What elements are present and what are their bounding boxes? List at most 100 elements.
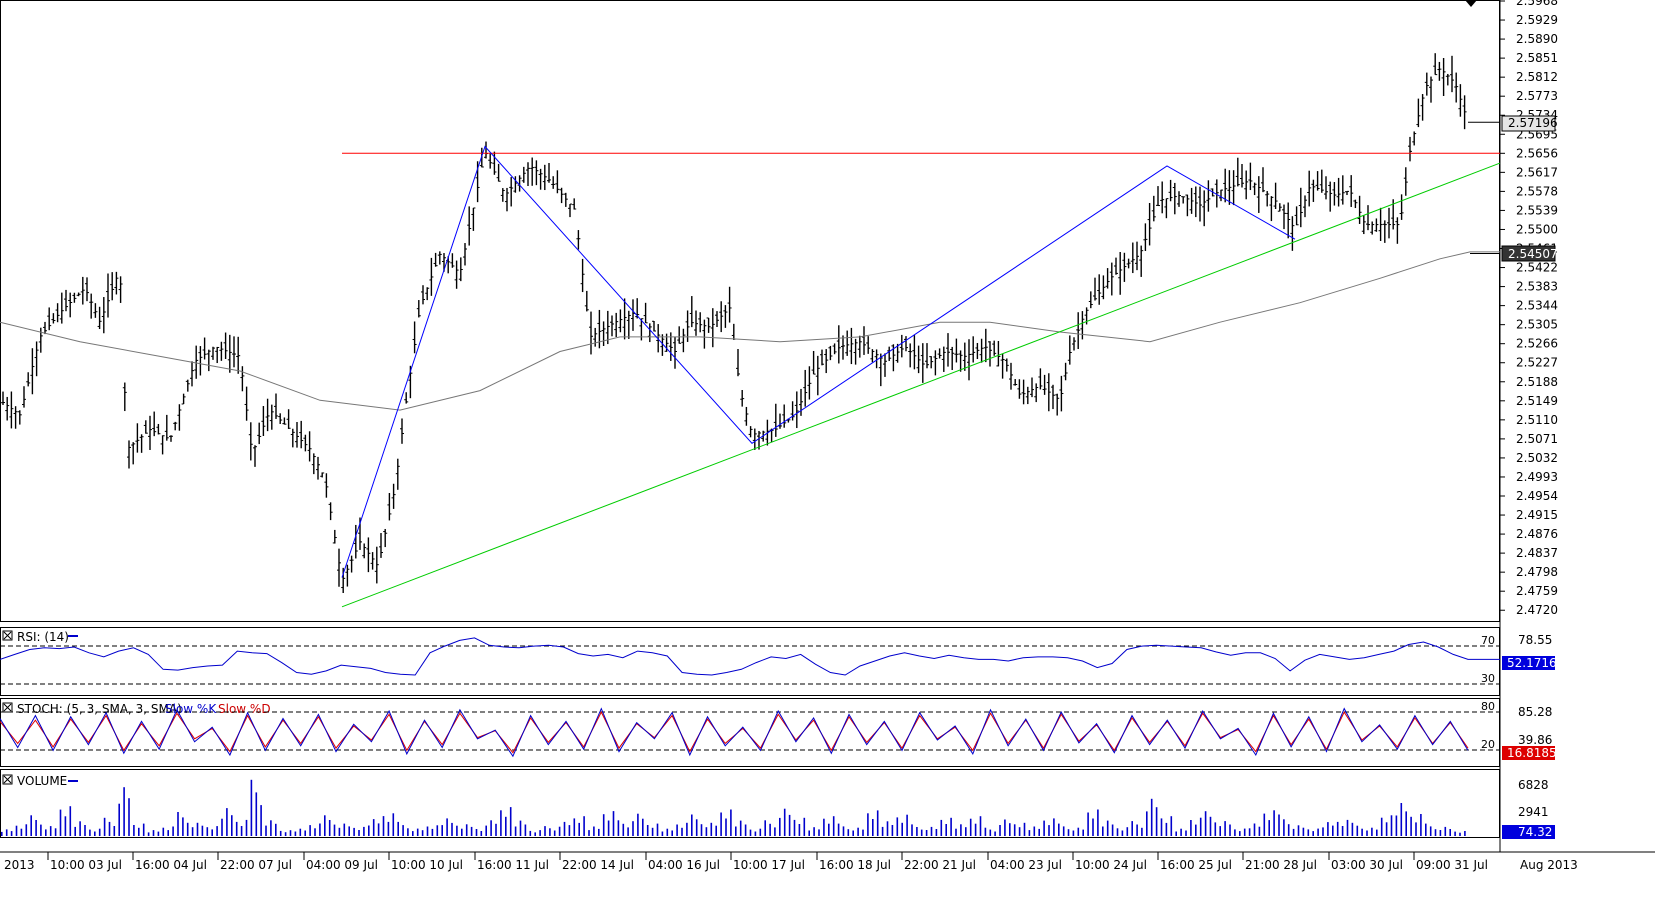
volume-bar <box>79 821 81 836</box>
volume-bar <box>583 816 585 836</box>
stoch-d-line <box>0 710 1469 754</box>
ohlc-bar <box>127 440 131 469</box>
ohlc-bar <box>1051 384 1055 410</box>
ohlc-bar <box>425 287 430 301</box>
ohlc-bar <box>660 334 665 356</box>
volume-bar <box>671 830 673 836</box>
ohlc-bar <box>68 292 73 318</box>
stoch-80-label: 80 <box>1481 700 1495 713</box>
volume-bar <box>803 817 806 836</box>
ohlc-bar <box>17 410 22 425</box>
ohlc-bar <box>1214 179 1219 208</box>
price-bars <box>1 53 1500 593</box>
price-axis-tick: 2.5383 <box>1516 280 1558 294</box>
ohlc-bar <box>778 413 782 429</box>
ohlc-bar <box>824 349 829 374</box>
volume-bar <box>578 822 580 836</box>
volume-bar <box>279 830 282 836</box>
volume-bar <box>20 828 23 836</box>
ohlc-bar <box>1261 167 1265 193</box>
ohlc-bar <box>1349 175 1354 207</box>
volume-bar <box>1175 831 1177 836</box>
volume-bar <box>573 818 576 836</box>
ohlc-bar <box>849 327 854 365</box>
ohlc-bar <box>496 163 501 182</box>
ohlc-bar <box>925 343 929 369</box>
volume-bar <box>407 828 409 836</box>
ohlc-bar <box>349 555 354 573</box>
price-axis-tick: 2.4798 <box>1516 565 1558 579</box>
volume-bar <box>715 825 717 836</box>
volume-bar <box>1199 817 1202 836</box>
ohlc-bar <box>916 345 921 374</box>
ohlc-bar <box>416 300 421 318</box>
rsi-30-label: 30 <box>1481 672 1495 685</box>
ohlc-bar <box>698 312 703 333</box>
ohlc-bar <box>563 192 568 207</box>
volume-bar <box>1136 824 1138 836</box>
ohlc-bar <box>752 428 757 450</box>
ohlc-bar <box>710 308 715 348</box>
ohlc-bar <box>257 422 262 445</box>
volume-bar <box>534 832 536 836</box>
volume-bar <box>10 831 13 836</box>
zigzag-pattern-line <box>341 145 1296 578</box>
volume-bar <box>387 821 390 836</box>
ohlc-bar <box>782 404 787 428</box>
volume-bar <box>1258 826 1261 836</box>
ohlc-bar <box>736 348 740 377</box>
volume-bar <box>64 816 67 836</box>
ohlc-bar <box>400 418 404 444</box>
volume-bar <box>666 828 669 836</box>
price-axis-tick: 2.5578 <box>1516 184 1558 198</box>
volume-bar <box>284 832 287 836</box>
ohlc-bar <box>1424 72 1429 96</box>
price-axis-tick: 2.4876 <box>1516 527 1558 541</box>
volume-bar <box>798 824 801 836</box>
scroll-indicator-icon[interactable] <box>1465 0 1477 7</box>
support-trendline <box>341 162 1501 608</box>
ohlc-bar <box>799 388 803 416</box>
ohlc-bar <box>463 243 467 266</box>
ohlc-bar <box>328 502 333 521</box>
ohlc-bar <box>488 152 493 169</box>
ohlc-bar <box>727 286 732 323</box>
time-axis-label: 21:00 28 Jul <box>1245 858 1317 872</box>
ohlc-bar <box>1076 312 1081 350</box>
ohlc-bar <box>34 341 39 377</box>
volume-axis-tick-1: 6828 <box>1518 778 1549 792</box>
ohlc-bar <box>253 445 257 467</box>
ohlc-bar <box>1139 245 1144 277</box>
ohlc-bar <box>584 290 589 312</box>
volume-bar <box>103 817 106 836</box>
ohlc-bar <box>265 398 270 432</box>
ohlc-bar <box>1244 170 1249 200</box>
volume-bar <box>695 819 698 836</box>
volume-bar <box>769 823 771 836</box>
volume-bar <box>397 821 399 836</box>
ohlc-bar <box>866 336 871 354</box>
volume-bar <box>598 828 600 836</box>
ohlc-bar <box>618 309 623 333</box>
ohlc-bar <box>1004 358 1009 372</box>
volume-bar <box>451 822 453 836</box>
ohlc-bar <box>1303 195 1307 218</box>
volume-bar <box>1336 821 1339 836</box>
ohlc-bar <box>815 355 820 396</box>
volume-bar <box>813 827 815 836</box>
ohlc-bar <box>114 271 119 295</box>
ohlc-bar <box>160 435 165 455</box>
volume-close-icon <box>3 775 12 784</box>
price-axis-tick: 2.5188 <box>1516 375 1558 389</box>
volume-bar <box>353 827 355 836</box>
volume-bar <box>465 824 468 836</box>
volume-bar <box>788 814 791 836</box>
ohlc-bar <box>1042 374 1047 395</box>
ohlc-bar <box>139 434 144 453</box>
price-axis-tick: 2.5305 <box>1516 318 1558 332</box>
volume-bar <box>84 825 86 836</box>
ohlc-bar <box>576 230 581 250</box>
ohlc-bar <box>614 312 619 338</box>
volume-bar <box>436 825 439 836</box>
volume-bar <box>446 818 448 836</box>
